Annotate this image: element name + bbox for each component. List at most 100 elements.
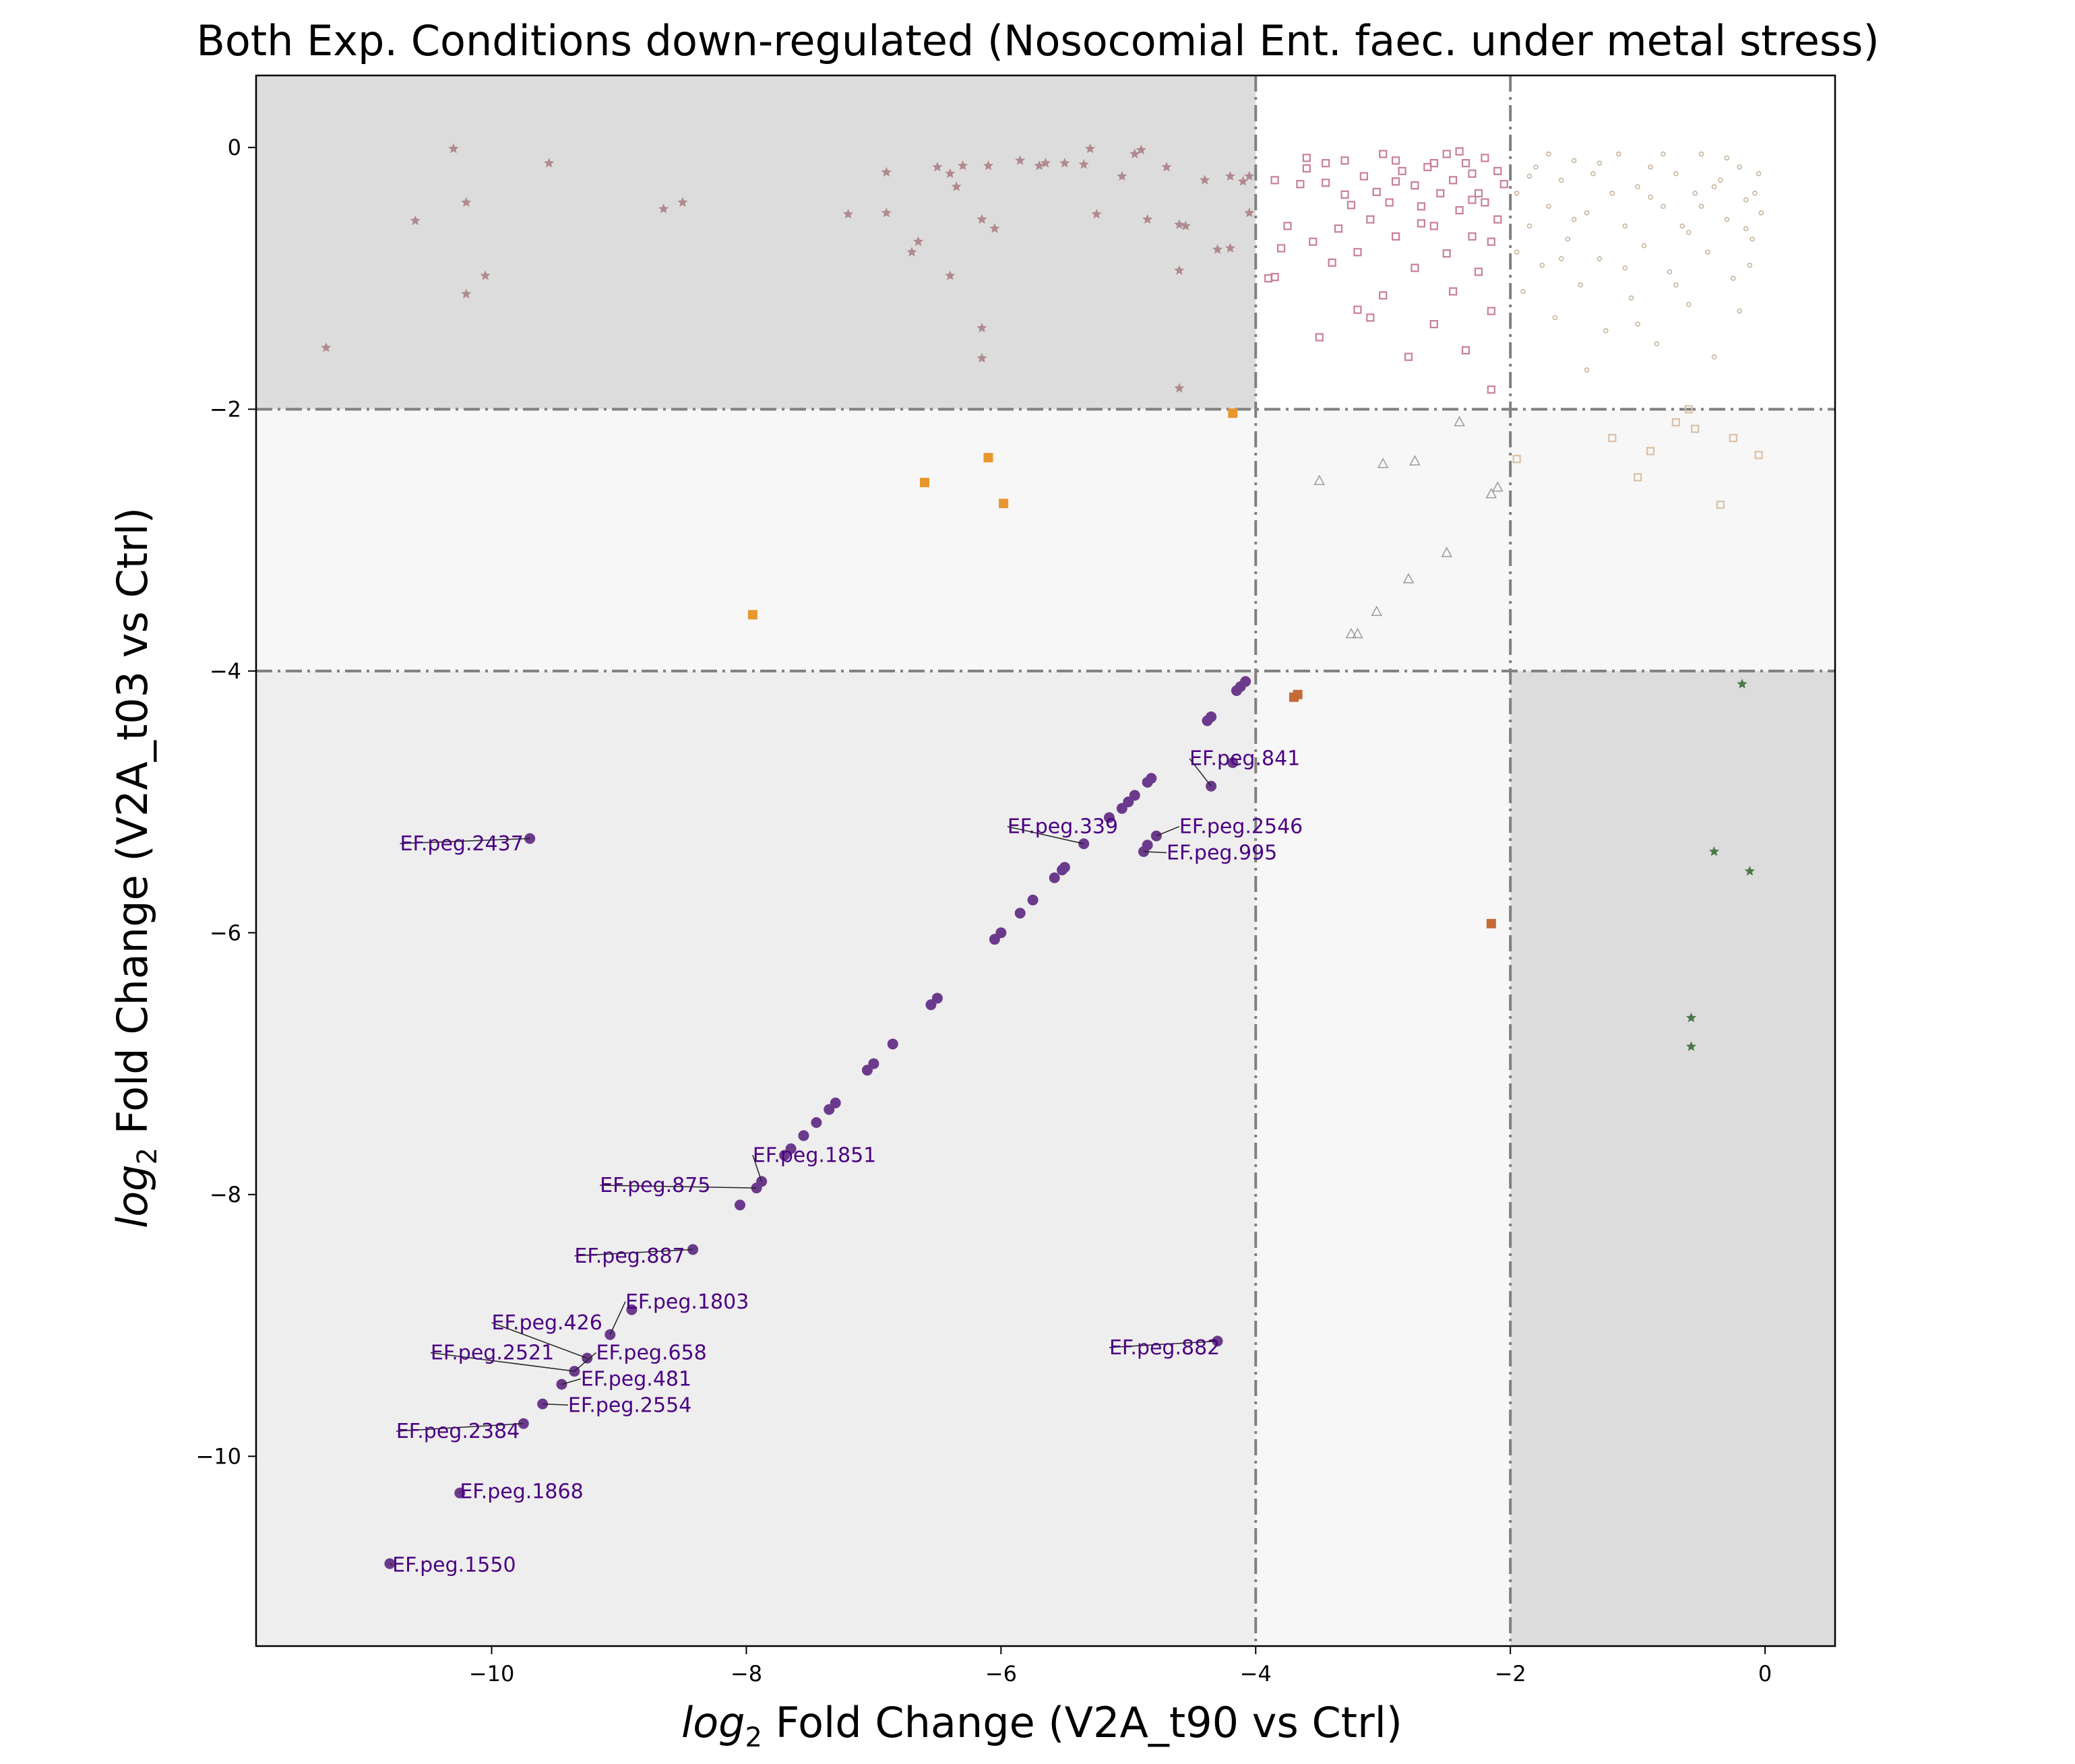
data-point-s1-10 xyxy=(1322,179,1330,187)
data-point-s3-6 xyxy=(1691,424,1700,433)
data-point-s1-39 xyxy=(1461,159,1470,168)
data-point-s2-16 xyxy=(1615,151,1621,157)
data-point-s0-38 xyxy=(1174,383,1185,393)
data-point-s1-7 xyxy=(1302,164,1311,173)
data-point-s0-2 xyxy=(410,215,421,226)
annotation-label-8: EF.peg.1803 xyxy=(625,1290,749,1314)
x-tick-label-0: −10 xyxy=(469,1661,515,1687)
data-point-s4-10 xyxy=(1492,481,1504,492)
data-point-s3-1 xyxy=(1608,433,1617,443)
data-point-s2-36 xyxy=(1743,197,1749,203)
y-axis-title-sub: 2 xyxy=(132,1147,163,1164)
data-point-s1-38 xyxy=(1455,206,1464,215)
data-point-s2-32 xyxy=(1718,177,1723,183)
data-point-s4-0 xyxy=(1313,474,1326,485)
data-point-s0-17 xyxy=(951,181,962,191)
y-tick-label-4: −8 xyxy=(210,1182,241,1207)
data-point-s1-22 xyxy=(1385,198,1394,207)
annotation-leader-lines xyxy=(390,758,1218,1565)
data-point-s1-8 xyxy=(1309,237,1318,246)
data-point-s1-11 xyxy=(1322,159,1330,168)
data-point-s1-1 xyxy=(1270,176,1279,185)
data-point-s1-60 xyxy=(1468,195,1477,204)
data-point-s0-24 xyxy=(1015,155,1026,165)
data-point-s8-11 xyxy=(1116,802,1127,814)
data-point-s4-6 xyxy=(1409,455,1421,466)
annotation-leader-5 xyxy=(752,1155,762,1182)
shaded-region-2 xyxy=(256,670,1256,1646)
data-point-s1-12 xyxy=(1328,258,1336,267)
data-point-s2-41 xyxy=(1546,151,1551,157)
data-point-s3-5 xyxy=(1684,405,1693,414)
data-point-s1-46 xyxy=(1481,198,1489,207)
annotation-label-9: EF.peg.426 xyxy=(492,1311,602,1335)
data-point-s2-51 xyxy=(1584,367,1590,373)
data-point-s1-42 xyxy=(1468,232,1477,241)
data-point-s1-47 xyxy=(1487,307,1495,315)
shaded-regions xyxy=(256,75,1835,1646)
data-point-s1-13 xyxy=(1334,224,1343,233)
data-point-s1-16 xyxy=(1353,248,1362,257)
data-point-s1-24 xyxy=(1392,232,1400,241)
data-point-s8-2 xyxy=(1231,685,1242,696)
data-point-s8-30 xyxy=(824,1104,835,1115)
data-point-s0-21 xyxy=(977,352,987,363)
data-point-s0-30 xyxy=(1091,208,1102,219)
data-point-s2-54 xyxy=(1737,308,1743,314)
data-point-s1-26 xyxy=(1404,352,1413,361)
data-point-s8-16 xyxy=(1142,840,1153,851)
data-point-s0-11 xyxy=(881,166,892,177)
data-point-s1-44 xyxy=(1474,267,1483,276)
data-point-s1-49 xyxy=(1493,166,1502,175)
data-point-s1-27 xyxy=(1411,181,1419,190)
data-point-s0-42 xyxy=(1225,170,1236,181)
data-point-s8-4 xyxy=(1202,715,1213,726)
data-point-s8-23 xyxy=(989,934,1000,945)
data-point-s4-2 xyxy=(1345,627,1357,639)
data-point-s2-7 xyxy=(1558,177,1564,183)
data-point-s2-23 xyxy=(1661,203,1666,210)
annotation-label-13: EF.peg.2554 xyxy=(568,1393,691,1417)
data-point-s8-19 xyxy=(1049,872,1060,883)
data-point-s0-16 xyxy=(945,168,956,179)
data-point-s2-5 xyxy=(1546,203,1551,210)
annotation-leader-8 xyxy=(609,1301,626,1335)
data-point-s8-34 xyxy=(779,1149,791,1161)
x-tick-label-3: −4 xyxy=(1240,1661,1272,1687)
data-point-s2-56 xyxy=(1661,151,1666,157)
data-point-s0-0 xyxy=(321,342,332,352)
annotation-label-7: EF.peg.887 xyxy=(574,1245,685,1268)
data-point-s1-41 xyxy=(1468,169,1477,178)
data-point-s1-53 xyxy=(1379,150,1388,158)
data-point-s4-1 xyxy=(1352,627,1363,639)
data-point-s0-4 xyxy=(461,288,472,298)
data-point-s1-51 xyxy=(1499,180,1508,189)
annotation-leader-4 xyxy=(1143,851,1167,854)
data-point-s2-49 xyxy=(1747,262,1753,268)
data-point-s0-23 xyxy=(989,223,1000,233)
data-point-s5-4 xyxy=(747,610,757,620)
data-point-s3-2 xyxy=(1634,473,1642,482)
data-point-s0-6 xyxy=(544,158,555,168)
data-point-s1-20 xyxy=(1372,187,1381,196)
data-point-s2-59 xyxy=(1743,226,1749,232)
data-point-s3-3 xyxy=(1646,447,1655,455)
annotation-label-5: EF.peg.1851 xyxy=(753,1143,876,1167)
data-point-s0-7 xyxy=(658,203,669,214)
data-point-s1-50 xyxy=(1493,215,1502,224)
x-tick-label-2: −6 xyxy=(985,1661,1017,1687)
x-tick-label-4: −2 xyxy=(1495,1661,1526,1687)
shaded-region-0 xyxy=(256,75,1256,410)
data-point-s2-9 xyxy=(1571,158,1577,164)
annotation-leader-13 xyxy=(543,1403,568,1406)
data-point-s1-3 xyxy=(1276,244,1286,253)
data-point-s2-19 xyxy=(1635,184,1640,189)
annotation-leader-16 xyxy=(390,1563,393,1565)
threshold-lines xyxy=(256,75,1835,1646)
data-point-s8-49 xyxy=(626,1304,638,1315)
data-point-s2-45 xyxy=(1648,194,1653,200)
data-point-s2-2 xyxy=(1526,223,1532,229)
annotation-leader-1 xyxy=(400,838,530,844)
data-point-s2-17 xyxy=(1622,223,1628,229)
data-point-s0-34 xyxy=(1142,214,1153,224)
